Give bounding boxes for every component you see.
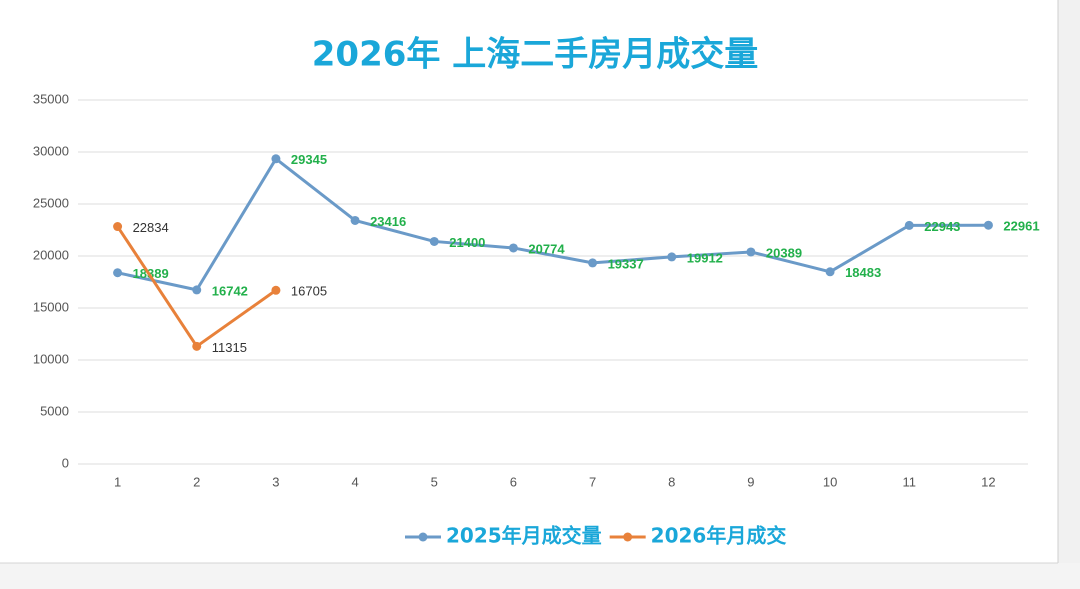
data-label: 19337 xyxy=(608,256,644,271)
x-tick-label: 2 xyxy=(193,474,200,489)
data-label: 20389 xyxy=(766,245,802,260)
point xyxy=(983,220,993,230)
bottom-strip xyxy=(0,563,1080,589)
data-label: 22834 xyxy=(133,220,169,235)
data-label: 22943 xyxy=(924,219,960,234)
data-label: 16705 xyxy=(291,284,327,299)
x-tick-label: 12 xyxy=(981,474,995,489)
point xyxy=(904,220,914,230)
point xyxy=(825,267,835,277)
x-tick-label: 3 xyxy=(272,474,279,489)
y-tick-label: 0 xyxy=(62,455,69,470)
point xyxy=(271,154,281,164)
data-label: 23416 xyxy=(370,214,406,229)
legend-label: 2026年月成交 xyxy=(651,524,787,548)
data-label: 29345 xyxy=(291,152,327,167)
x-tick-label: 11 xyxy=(903,474,917,489)
data-label: 11315 xyxy=(212,340,247,355)
data-label: 21400 xyxy=(449,235,485,250)
side-strip xyxy=(1058,0,1080,589)
point xyxy=(192,285,202,295)
data-label: 16742 xyxy=(212,283,248,298)
point xyxy=(588,258,598,268)
point xyxy=(746,247,756,257)
x-tick-label: 8 xyxy=(668,474,675,489)
y-tick-label: 15000 xyxy=(33,299,69,314)
chart-title: 2026年 上海二手房月成交量 xyxy=(312,35,758,75)
x-tick-label: 5 xyxy=(431,474,438,489)
data-label: 18483 xyxy=(845,265,881,280)
point xyxy=(271,285,281,295)
data-label: 19912 xyxy=(687,250,723,265)
point xyxy=(350,215,360,225)
y-tick-label: 20000 xyxy=(33,247,69,262)
point xyxy=(429,236,439,246)
point xyxy=(192,341,202,351)
data-label: 20774 xyxy=(528,241,565,256)
point xyxy=(113,222,123,232)
legend-marker xyxy=(623,532,633,542)
series-line xyxy=(117,157,989,292)
point xyxy=(508,243,518,253)
x-tick-label: 1 xyxy=(114,474,121,489)
x-tick-label: 4 xyxy=(351,474,358,489)
y-tick-label: 10000 xyxy=(33,351,69,366)
point xyxy=(667,252,677,262)
point xyxy=(113,268,123,278)
legend-label: 2025年月成交量 xyxy=(446,524,602,548)
data-label: 18389 xyxy=(133,266,169,281)
data-label: 22961 xyxy=(1003,219,1039,234)
y-tick-label: 35000 xyxy=(33,91,69,106)
y-tick-label: 5000 xyxy=(40,403,69,418)
x-tick-label: 7 xyxy=(589,474,596,489)
y-tick-label: 25000 xyxy=(33,195,69,210)
x-tick-label: 10 xyxy=(823,474,837,489)
x-tick-label: 9 xyxy=(747,474,754,489)
x-tick-label: 6 xyxy=(510,474,517,489)
legend-marker xyxy=(418,532,428,542)
y-tick-label: 30000 xyxy=(33,143,69,158)
